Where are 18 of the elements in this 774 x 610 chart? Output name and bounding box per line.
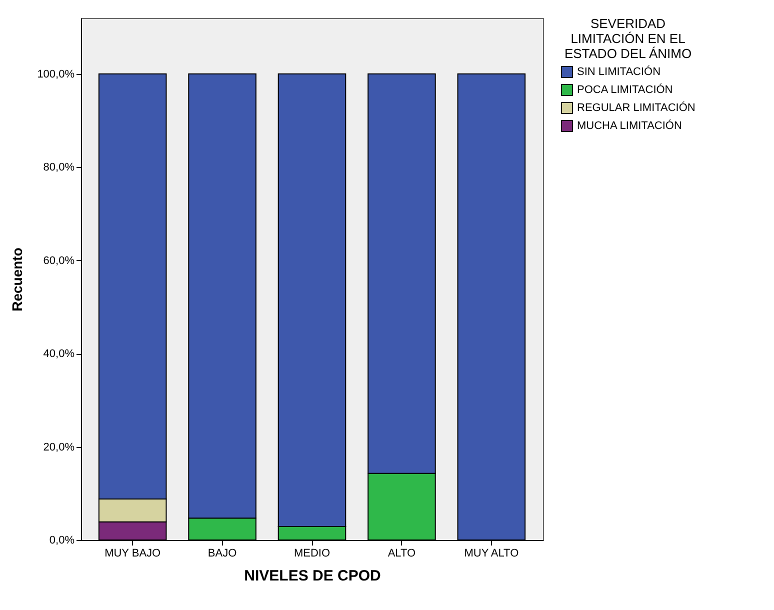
x-tick-label: MUY ALTO (464, 548, 520, 560)
x-tick-label: MUY BAJO (104, 548, 162, 560)
legend-label: REGULAR LIMITACIÓN (577, 101, 696, 114)
x-tick-label: ALTO (388, 548, 416, 560)
y-tick-label: 20,0% (43, 441, 75, 454)
x-tick-label: BAJO (208, 548, 238, 560)
legend-label: POCA LIMITACIÓN (577, 83, 673, 96)
x-axis-title: NIVELES DE CPOD (244, 568, 382, 584)
y-axis-title: Recuento (9, 248, 26, 312)
x-tick-label: MEDIO (294, 548, 330, 560)
y-tick-label: 60,0% (43, 254, 75, 267)
y-tick-label: 100,0% (37, 68, 75, 80)
y-tick-label: 40,0% (43, 348, 75, 360)
legend-label: MUCHA LIMITACIÓN (577, 119, 682, 132)
y-tick-label: 0,0% (49, 534, 75, 546)
legend-label: SIN LIMITACIÓN (577, 65, 661, 78)
legend-title: SEVERIDAD LIMITACIÓN EN EL ESTADO DEL ÁNIMO (564, 16, 692, 61)
y-tick-label: 80,0% (43, 162, 75, 174)
